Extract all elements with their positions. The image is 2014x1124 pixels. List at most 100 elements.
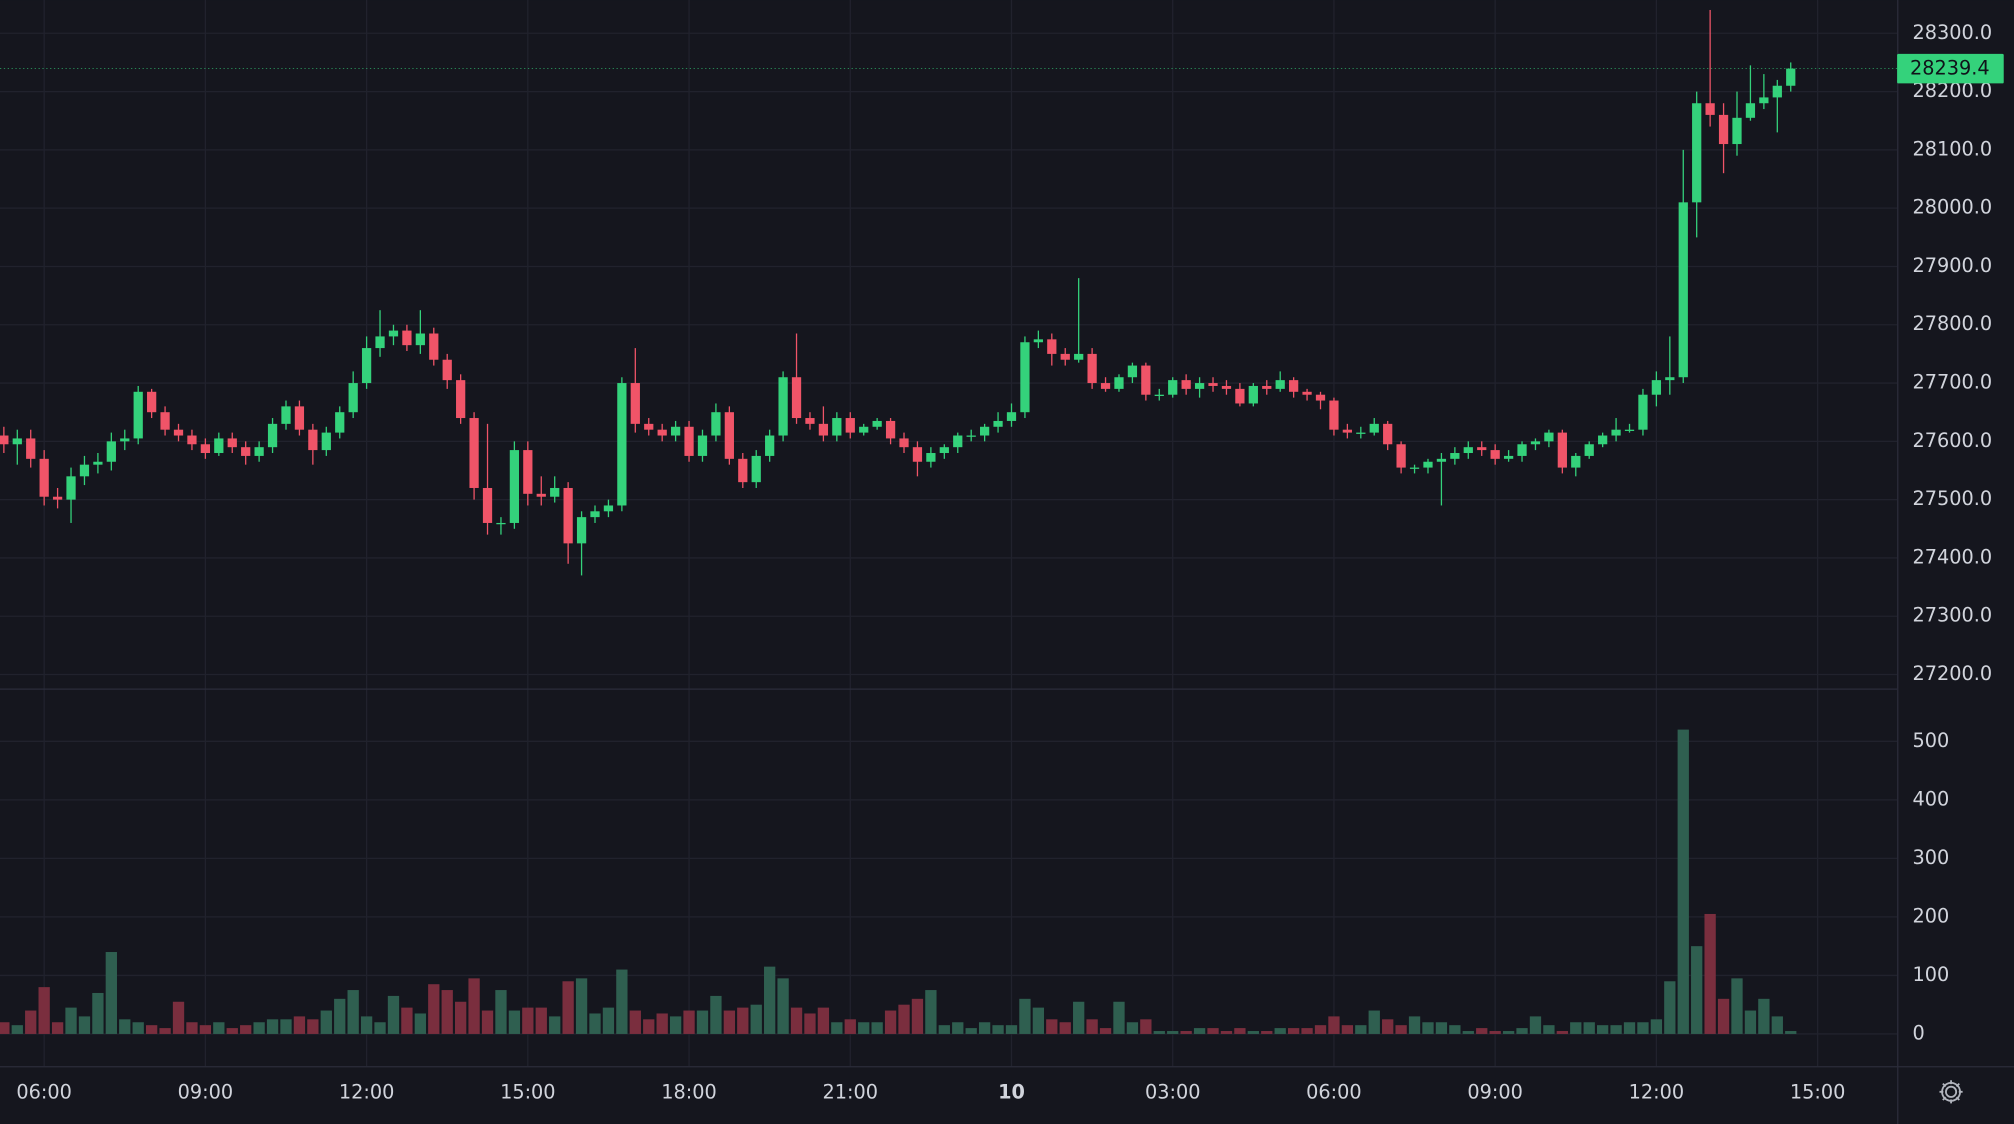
candle-body (684, 426, 694, 456)
candle-body (93, 461, 103, 465)
candle-body (1772, 85, 1782, 98)
candle-body (12, 438, 22, 445)
volume-bar (777, 978, 789, 1034)
volume-bar (145, 1025, 158, 1034)
volume-bar (1301, 1028, 1313, 1034)
volume-bar (1785, 1031, 1797, 1034)
candle-body (361, 348, 372, 384)
volume-bar (1099, 1028, 1112, 1034)
volume-bar (1140, 1019, 1152, 1034)
volume-bar (495, 990, 507, 1034)
volume-tick-label: 300 (1913, 846, 1950, 869)
candle-body (39, 458, 49, 497)
candle-body (1638, 394, 1648, 430)
volume-bar (562, 981, 574, 1034)
volume-bar (992, 1025, 1004, 1034)
marks (0, 9, 1797, 1034)
volume-bar (1623, 1022, 1636, 1034)
volume-bar (1193, 1028, 1206, 1034)
volume-bar (508, 1010, 521, 1034)
volume-bar (1395, 1025, 1407, 1034)
candle-body (187, 435, 197, 445)
volume-bar (710, 995, 722, 1034)
candle-body (872, 420, 882, 427)
candle-body (415, 333, 425, 346)
volume-bar (119, 1019, 131, 1034)
candle-body (0, 435, 9, 445)
volume-bar (1073, 1001, 1085, 1034)
volume-bar (1422, 1022, 1434, 1034)
candle-body (993, 420, 1003, 427)
volume-bar (1462, 1031, 1474, 1034)
volume-bar (1005, 1025, 1018, 1034)
volume-bar (1113, 1001, 1125, 1034)
volume-bar (414, 1013, 426, 1034)
candle-body (1302, 391, 1312, 395)
candle-body (1127, 365, 1138, 378)
volume-bar (669, 1016, 682, 1034)
volume-bar (1032, 1007, 1045, 1034)
x-tick-label: 12:00 (339, 1081, 394, 1104)
x-tick-label: 03:00 (1145, 1081, 1200, 1104)
volume-bar (1610, 1025, 1622, 1034)
candle-body (1221, 385, 1232, 389)
candle-body (160, 412, 170, 430)
volume-bar (1596, 1025, 1609, 1034)
candle-body (523, 450, 533, 494)
candle-body (1047, 339, 1057, 354)
candle-body (254, 447, 264, 456)
candle-body (1168, 380, 1178, 395)
candle-body (576, 517, 587, 544)
y-tick-label: 27800.0 (1913, 312, 1993, 335)
volume-bar (1691, 946, 1703, 1034)
candle-body (1315, 394, 1326, 401)
candle-body (402, 330, 412, 346)
volume-bar (1220, 1031, 1233, 1034)
volume-bar (334, 998, 346, 1034)
candle-body (294, 406, 305, 430)
volume-bar (1167, 1031, 1179, 1034)
volume-bar (723, 1010, 736, 1034)
candle-body (550, 487, 560, 497)
volume-bar (535, 1007, 547, 1034)
candle-body (200, 444, 211, 454)
y-tick-label: 27900.0 (1913, 254, 1993, 277)
volume-bar (481, 1010, 494, 1034)
volume-bar (387, 995, 400, 1034)
x-tick-label: 15:00 (500, 1081, 555, 1104)
candle-body (241, 447, 251, 456)
volume-bar (1556, 1031, 1568, 1034)
volume-bar (1180, 1031, 1192, 1034)
candle-body (603, 505, 614, 512)
volume-bar (1341, 1025, 1354, 1034)
settings-icon-ring (1941, 1081, 1961, 1102)
volume-bar (253, 1022, 265, 1034)
candle-body (832, 418, 842, 436)
candle-body (147, 391, 157, 413)
candle-body (1383, 423, 1393, 445)
volume-tick-label: 200 (1913, 904, 1950, 927)
volume-bar (1650, 1019, 1663, 1034)
volume-bar (159, 1028, 171, 1034)
candle-body (1584, 444, 1594, 456)
volume-bar (1287, 1028, 1300, 1034)
candle-body (26, 438, 36, 459)
candle-body (1571, 455, 1581, 468)
volume-bar (871, 1022, 883, 1034)
candle-body (670, 426, 681, 436)
volume-bar (656, 1013, 668, 1034)
settings-icon[interactable] (1939, 1080, 1963, 1104)
volume-bar (1637, 1022, 1649, 1034)
volume-bar (360, 1016, 373, 1034)
candle-body (1436, 458, 1447, 462)
candle-body (1033, 339, 1043, 343)
candle-body (966, 435, 976, 437)
volume-bar (172, 1001, 185, 1034)
candle-body (227, 438, 237, 448)
candle-body (657, 429, 667, 436)
candle-body (1074, 353, 1084, 360)
candle-body (1678, 202, 1688, 378)
volume-bar (320, 1010, 332, 1034)
volume-bar (199, 1025, 212, 1034)
